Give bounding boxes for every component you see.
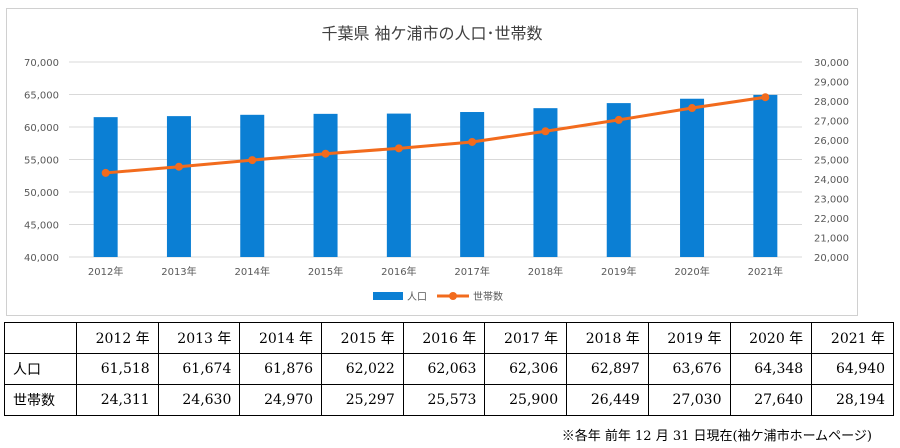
right-axis-tick-label: 30,000 [814, 58, 849, 69]
line-households [105, 95, 766, 175]
table-col-header: 2021 年 [811, 322, 894, 354]
right-axis-tick-label: 29,000 [814, 78, 849, 89]
table-col-header: 2019 年 [647, 322, 731, 354]
right-axis-tick-label: 27,000 [814, 117, 849, 128]
right-axis-tick-label: 28,000 [814, 97, 849, 108]
table-col-header: 2012 年 [76, 322, 159, 354]
table-cell: 24,970 [239, 384, 323, 416]
table-col-header: 2017 年 [484, 322, 568, 354]
data-table: 2012 年 2013 年 2014 年 2015 年 2016 年 2017 … [4, 322, 894, 416]
right-axis-tick-label: 26,000 [814, 136, 849, 147]
legend-marker-households [449, 292, 457, 300]
point-households [688, 104, 697, 113]
table-cell: 63,676 [647, 353, 731, 385]
point-households [541, 127, 550, 136]
point-households [394, 144, 403, 153]
right-axis-tick-label: 20,000 [814, 253, 849, 264]
point-households [101, 168, 110, 177]
point-households [614, 115, 623, 124]
table-row-households: 世帯数 24,311 24,630 24,970 25,297 25,573 2… [4, 384, 894, 416]
right-axis-tick-label: 25,000 [814, 156, 849, 167]
x-axis-tick-label: 2020年 [674, 265, 709, 278]
table-col-header: 2016 年 [402, 322, 486, 354]
x-axis-tick-label: 2018年 [528, 265, 563, 278]
table-cell: 24,311 [76, 384, 159, 416]
table-cell: 62,022 [321, 353, 404, 385]
table-col-header: 2013 年 [157, 322, 241, 354]
table-col-header: 2015 年 [321, 322, 404, 354]
x-axis-tick-label: 2017年 [454, 265, 489, 278]
table-cell: 25,573 [402, 384, 486, 416]
table-col-header: 2020 年 [729, 322, 813, 354]
x-axis-tick-label: 2021年 [748, 265, 783, 278]
table-cell: 64,940 [811, 353, 894, 385]
point-households [321, 149, 330, 158]
legend-label-population: 人口 [407, 291, 427, 303]
x-axis-tick-label: 2019年 [601, 265, 636, 278]
bar-population [166, 116, 191, 257]
table-cell: 61,518 [76, 353, 159, 385]
table-cell: 27,640 [729, 384, 813, 416]
table-corner-cell [4, 322, 77, 354]
point-households [468, 137, 477, 146]
table-cell: 25,900 [484, 384, 568, 416]
table-cell: 62,306 [484, 353, 568, 385]
bar-population [386, 113, 411, 257]
table-col-header: 2018 年 [566, 322, 649, 354]
right-axis-tick-label: 21,000 [814, 234, 849, 245]
table-header-row: 2012 年 2013 年 2014 年 2015 年 2016 年 2017 … [4, 322, 894, 354]
left-axis-tick-label: 50,000 [24, 188, 59, 199]
table-cell: 24,630 [157, 384, 241, 416]
table-cell: 28,194 [811, 384, 894, 416]
legend-label-households: 世帯数 [473, 290, 503, 303]
table-row-header: 世帯数 [4, 384, 77, 416]
footnote: ※各年 前年 12 月 31 日現在(袖ケ浦市ホームページ) [561, 429, 872, 444]
x-axis-tick-label: 2012年 [88, 265, 123, 278]
bar-population [240, 114, 265, 257]
bar-population [680, 98, 705, 257]
table-cell: 62,897 [566, 353, 649, 385]
table-col-header: 2014 年 [239, 322, 323, 354]
chart-svg: 千葉県 袖ケ浦市の人口･世帯数 40,000 45,000 50,000 55,000… [24, 24, 849, 303]
bar-population [753, 94, 778, 257]
right-axis-tick-label: 23,000 [814, 195, 849, 206]
left-axis-tick-label: 60,000 [24, 123, 59, 134]
left-axis-tick-label: 45,000 [24, 221, 59, 232]
point-households [174, 162, 183, 171]
point-households [248, 156, 257, 165]
left-axis-tick-label: 70,000 [24, 58, 59, 69]
point-households [761, 93, 770, 102]
table-row-population: 人口 61,518 61,674 61,876 62,022 62,063 62… [4, 353, 894, 385]
x-axis-tick-label: 2014年 [235, 265, 270, 278]
table-row-header: 人口 [4, 353, 77, 385]
bar-population [93, 117, 118, 258]
left-axis-tick-label: 65,000 [24, 91, 59, 102]
chart-title: 千葉県 袖ケ浦市の人口･世帯数 [321, 24, 542, 43]
table-cell: 25,297 [321, 384, 404, 416]
right-axis-tick-label: 22,000 [814, 214, 849, 225]
right-axis-tick-label: 24,000 [814, 175, 849, 186]
chart-frame: 千葉県 袖ケ浦市の人口･世帯数 40,000 45,000 50,000 55,000… [6, 8, 858, 316]
table-cell: 26,449 [566, 384, 649, 416]
table-cell: 64,348 [729, 353, 813, 385]
table-cell: 62,063 [402, 353, 486, 385]
table-cell: 61,876 [239, 353, 323, 385]
legend-swatch-population [373, 292, 403, 300]
x-axis-tick-label: 2016年 [381, 265, 416, 278]
bar-population [313, 113, 338, 258]
left-axis-tick-label: 55,000 [24, 156, 59, 167]
left-axis-tick-label: 40,000 [24, 253, 59, 264]
x-axis-tick-label: 2015年 [308, 265, 343, 278]
table-cell: 61,674 [157, 353, 241, 385]
table-cell: 27,030 [647, 384, 731, 416]
bar-population [606, 103, 631, 257]
bar-population [460, 112, 485, 257]
x-axis-tick-label: 2013年 [161, 265, 196, 278]
